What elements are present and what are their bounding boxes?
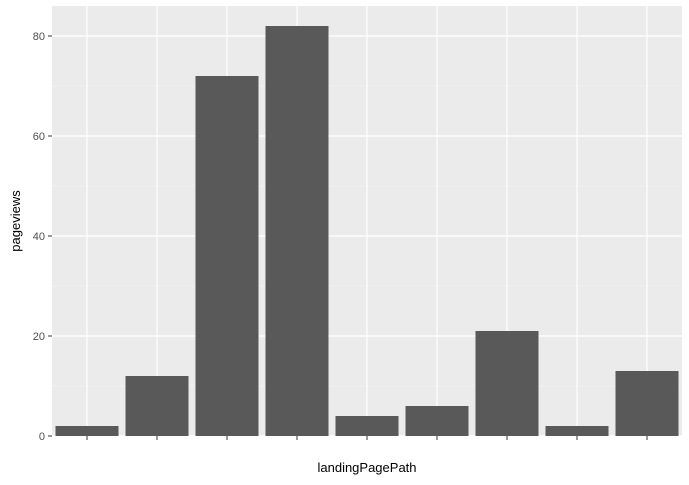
y-tick-label: 80 [33, 31, 45, 43]
y-axis-title: pageviews [8, 190, 23, 252]
bar [125, 376, 189, 436]
y-tick-label: 60 [33, 131, 45, 143]
x-axis [86, 436, 648, 440]
y-tick-label: 40 [33, 231, 45, 243]
bar [615, 371, 679, 436]
bar [265, 26, 329, 436]
major-gridlines [52, 6, 682, 437]
y-tick-label: 0 [39, 431, 45, 443]
bar [475, 331, 539, 436]
bar [545, 426, 609, 436]
y-tick-label: 20 [33, 331, 45, 343]
bar [335, 416, 399, 436]
bar [55, 426, 119, 436]
bar [195, 76, 259, 436]
bar [405, 406, 469, 436]
bars [55, 26, 679, 436]
x-axis-title: landingPagePath [317, 460, 416, 475]
y-axis: 0 20 40 60 80 [33, 31, 52, 443]
